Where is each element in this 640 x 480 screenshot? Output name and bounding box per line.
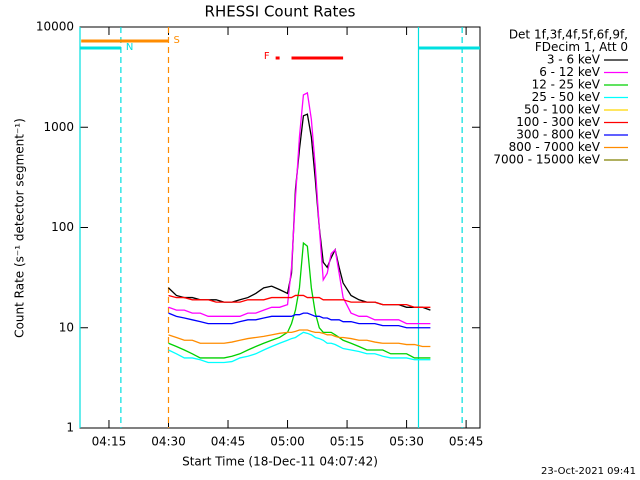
y-tick-label: 1000 [43,120,74,134]
legend-label: 50 - 100 keV [524,103,601,117]
series-line [168,331,431,364]
series-line [168,329,431,348]
y-axis-label: Count Rate (s⁻¹ detector segment⁻¹) [13,118,27,338]
series-line [168,294,431,308]
x-tick-label: 05:30 [389,435,424,449]
series-line [168,241,431,359]
legend-title: FDecim 1, Att 0 [535,40,628,54]
legend-label: 300 - 800 keV [516,128,600,142]
legend-label: 3 - 6 keV [547,53,601,67]
series-line [168,91,431,325]
series-line [168,312,431,329]
chart-title: RHESSI Count Rates [205,3,356,21]
x-tick-label: 04:30 [151,435,186,449]
footer: 23-Oct-2021 09:41 [541,466,636,477]
legend-label: 6 - 12 keV [539,65,601,79]
y-tick-label: 1 [66,421,74,435]
x-axis-label: Start Time (18-Dec-11 04:07:42) [182,455,378,469]
x-tick-label: 05:15 [330,435,365,449]
x-tick-label: 05:00 [270,435,305,449]
legend-label: 25 - 50 keV [532,90,601,104]
x-tick-label: 04:45 [211,435,246,449]
x-tick-label: 05:45 [449,435,484,449]
y-tick-label: 10000 [36,20,74,34]
legend-title: Det 1f,3f,4f,5f,6f,9f, [509,28,628,42]
flag-label: F [264,51,270,62]
x-tick-label: 04:15 [92,435,127,449]
legend-label: 800 - 7000 keV [509,140,601,154]
flag-label: S [173,35,179,46]
y-tick-label: 100 [51,220,74,234]
legend-label: 7000 - 15000 keV [493,153,600,167]
legend-label: 12 - 25 keV [532,78,601,92]
y-tick-label: 10 [59,320,74,334]
flag-label: N [126,42,133,53]
legend-label: 100 - 300 keV [516,115,600,129]
